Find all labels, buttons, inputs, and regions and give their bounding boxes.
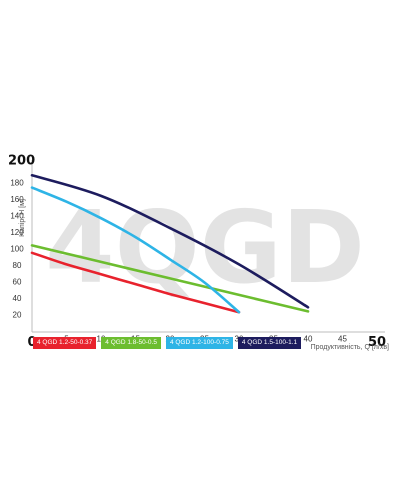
series-line-2 (30, 244, 310, 313)
y-tick-label: 120 (10, 228, 24, 237)
x-tick-label: 50 (368, 335, 386, 350)
x-tick-label: 0 (27, 335, 36, 350)
y-tick-label: 160 (10, 195, 24, 204)
x-axis-label: Продуктивність, Q [л/хв] (311, 343, 389, 351)
y-tick-label: 20 (13, 311, 22, 320)
y-tick-label: 140 (10, 212, 24, 221)
legend-item-2: 4 QGD 1.8-50-0.5 (101, 337, 161, 349)
y-tick-label: 200 (8, 154, 35, 169)
series-line-3 (30, 186, 241, 314)
x-tick-label: 45 (338, 335, 347, 344)
legend-item-3: 4 QGD 1.2-100-0.75 (165, 337, 233, 349)
series-line-1 (30, 251, 241, 314)
y-tick-label: 80 (13, 261, 22, 270)
y-tick-label: 100 (10, 245, 24, 254)
chart-legend: 4 QGD 1.2-50-0.37 4 QGD 1.8-50-0.5 4 QGD 1… (33, 337, 302, 349)
series-lines (30, 174, 310, 314)
series-line-4 (30, 174, 310, 309)
legend-item-1: 4 QGD 1.2-50-0.37 (33, 337, 97, 349)
y-tick-label: 180 (10, 179, 24, 188)
y-tick-label: 60 (13, 278, 22, 287)
x-tick-label: 10 (97, 335, 106, 344)
x-tick-label: 40 (304, 335, 313, 344)
y-tick-label: 40 (13, 294, 22, 303)
y-axis-label: Напір, H [м] (18, 199, 26, 237)
legend-item-4: 4 QGD 1.5-100-1.1 (237, 337, 302, 349)
chart-watermark: 4QGD (45, 189, 365, 306)
